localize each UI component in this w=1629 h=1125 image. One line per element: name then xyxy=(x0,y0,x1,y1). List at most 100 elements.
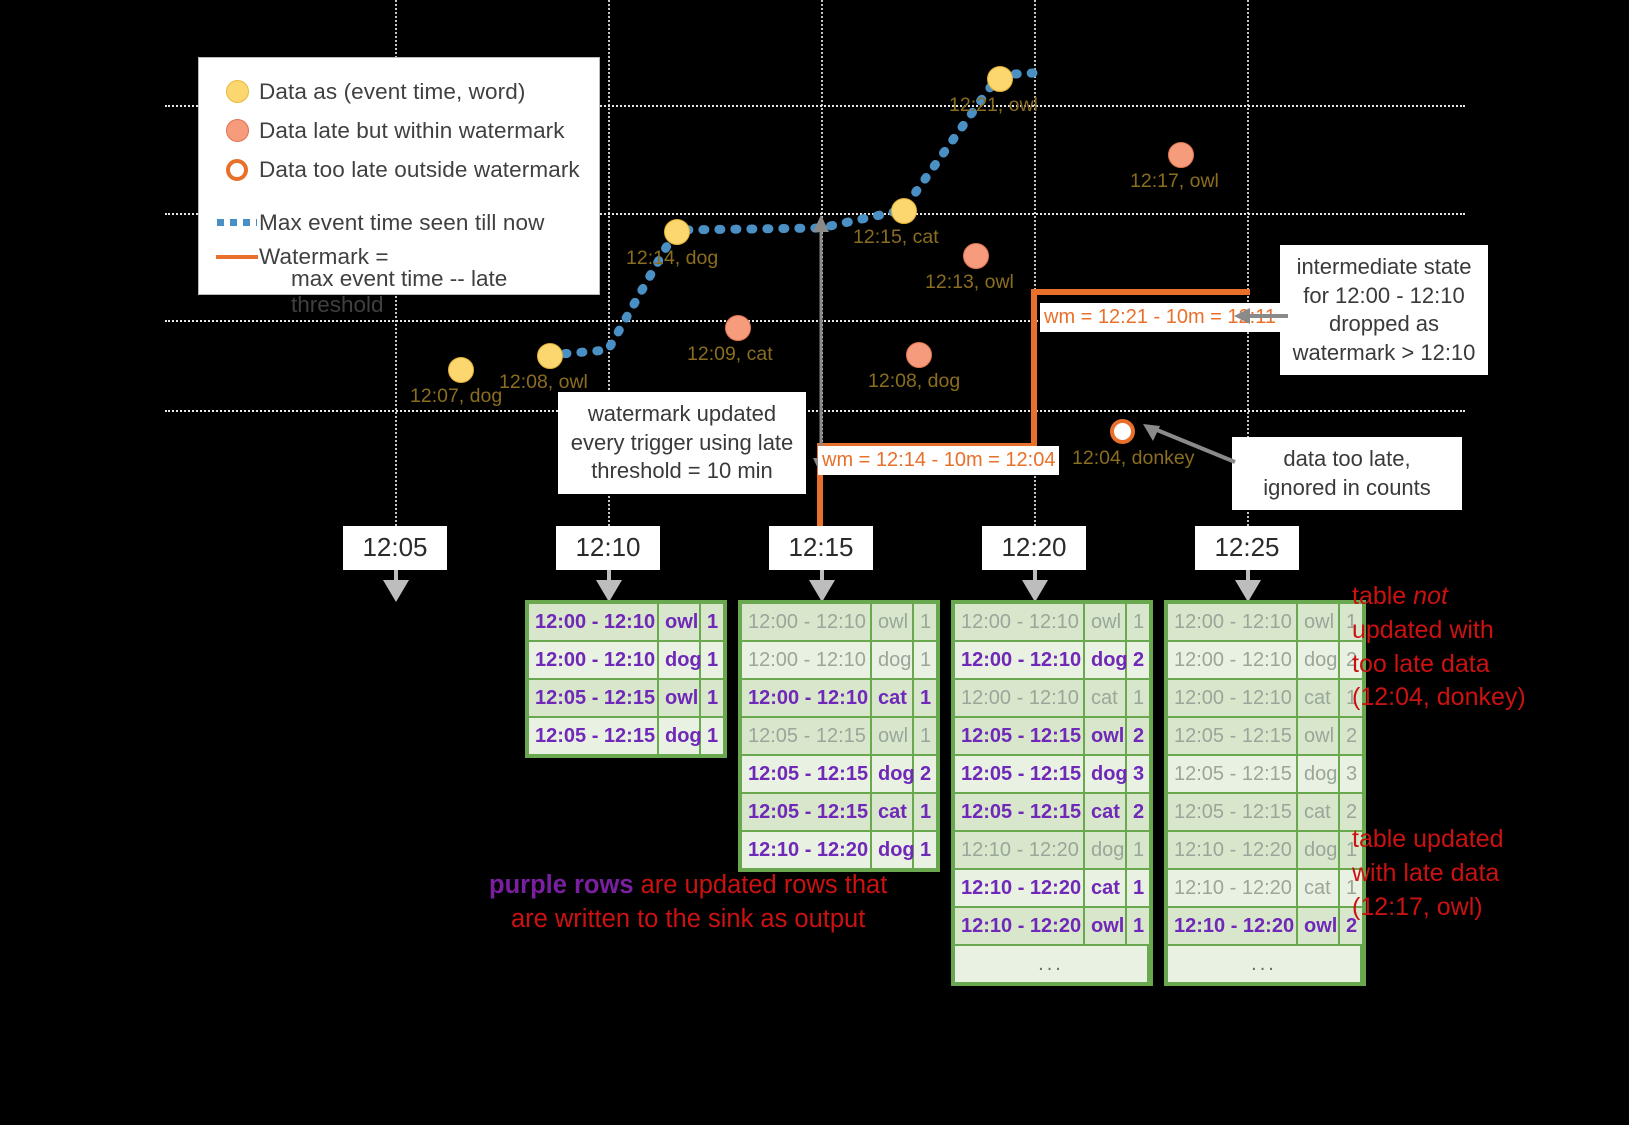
table-row: 12:00 - 12:10 dog 2 xyxy=(955,642,1149,678)
salmon-dot-icon xyxy=(215,119,259,142)
table-cell-count: 2 xyxy=(1340,642,1362,678)
legend-item: Data as (event time, word) xyxy=(215,72,583,111)
table-cell-word: owl xyxy=(659,680,699,716)
trigger-down-arrow xyxy=(383,570,409,602)
table-cell-window: 12:05 - 12:15 xyxy=(955,756,1083,792)
table-cell-word: owl xyxy=(872,718,912,754)
data-point-label: 12:21, owl xyxy=(949,94,1038,116)
table-cell-word: cat xyxy=(1298,680,1338,716)
table-cell-word: cat xyxy=(1085,870,1125,906)
data-point-label: 12:07, dog xyxy=(410,385,503,407)
data-point-label: 12:13, owl xyxy=(925,271,1014,293)
table-row: 12:00 - 12:10 owl 1 xyxy=(955,604,1149,640)
data-point-label: 12:15, cat xyxy=(853,226,939,248)
table-cell-count: 1 xyxy=(1340,870,1362,906)
result-table-12-20: 12:00 - 12:10 owl 1 12:00 - 12:10 dog 2 12:00 … xyxy=(951,600,1153,986)
table-cell-count: 2 xyxy=(1127,718,1149,754)
table-row: 12:00 - 12:10 dog 1 xyxy=(742,642,936,678)
table-row: 12:10 - 12:20 dog 1 xyxy=(742,832,936,868)
table-cell-word: owl xyxy=(1085,604,1125,640)
table-cell-word: cat xyxy=(1298,870,1338,906)
legend-item: Data late but within watermark xyxy=(215,111,583,150)
table-cell-word: cat xyxy=(872,794,912,830)
table-row: 12:10 - 12:20 cat 1 xyxy=(1168,870,1362,906)
trigger-time-chip[interactable]: 12:25 xyxy=(1195,526,1299,570)
table-cell-word: dog xyxy=(659,642,702,678)
legend-label: Data late but within watermark xyxy=(259,117,565,143)
note-updated-late: table updated with late data (12:17, owl… xyxy=(1352,825,1504,921)
table-cell-word: cat xyxy=(1085,680,1125,716)
table-cell-count: 1 xyxy=(701,680,723,716)
table-row: 12:05 - 12:15 owl 1 xyxy=(529,680,723,716)
table-cell-count: 2 xyxy=(1127,642,1149,678)
table-cell-window: 12:00 - 12:10 xyxy=(955,680,1083,716)
table-cell-word: dog xyxy=(1298,642,1338,678)
table-row: 12:00 - 12:10 owl 1 xyxy=(742,604,936,640)
table-row: 12:05 - 12:15 cat 2 xyxy=(955,794,1149,830)
table-cell-window: 12:05 - 12:15 xyxy=(529,718,657,754)
table-cell-count: 1 xyxy=(701,604,723,640)
data-too-late-callout: data too late, ignored in counts xyxy=(1232,437,1462,511)
table-cell-word: owl xyxy=(872,604,912,640)
data-point-label: 12:14, dog xyxy=(626,247,719,269)
hollow-dot-icon xyxy=(215,158,259,181)
trigger-time-chip[interactable]: 12:20 xyxy=(982,526,1086,570)
data-point-label: 12:17, owl xyxy=(1130,170,1219,192)
trigger-down-arrow xyxy=(809,570,835,602)
table-cell-window: 12:10 - 12:20 xyxy=(742,832,870,868)
table-row: 12:05 - 12:15 cat 2 xyxy=(1168,794,1362,830)
table-cell-count: 1 xyxy=(914,642,936,678)
table-cell-ellipsis: ... xyxy=(955,946,1147,982)
table-cell-window: 12:05 - 12:15 xyxy=(1168,756,1296,792)
table-row: 12:05 - 12:15 dog 3 xyxy=(1168,756,1362,792)
callout-arrow-intermediate-state xyxy=(1234,308,1288,324)
table-row: 12:00 - 12:10 dog 1 xyxy=(529,642,723,678)
data-point-ontime xyxy=(664,219,690,245)
table-row: ... xyxy=(1168,946,1362,982)
table-cell-window: 12:00 - 12:10 xyxy=(742,680,870,716)
table-cell-window: 12:05 - 12:15 xyxy=(1168,794,1296,830)
table-row: 12:10 - 12:20 dog 1 xyxy=(955,832,1149,868)
table-row: 12:10 - 12:20 cat 1 xyxy=(955,870,1149,906)
legend-label: Watermark = xyxy=(259,244,389,269)
table-cell-word: dog xyxy=(1085,756,1128,792)
table-row: 12:00 - 12:10 owl 1 xyxy=(529,604,723,640)
data-point-label: 12:09, cat xyxy=(687,343,773,365)
table-cell-count: 2 xyxy=(914,756,936,792)
table-row: 12:05 - 12:15 owl 2 xyxy=(955,718,1149,754)
table-row: 12:10 - 12:20 owl 2 xyxy=(1168,908,1362,944)
table-cell-count: 1 xyxy=(914,718,936,754)
table-row: 12:10 - 12:20 dog 1 xyxy=(1168,832,1362,868)
table-cell-count: 1 xyxy=(1340,680,1362,716)
trigger-time-chip[interactable]: 12:10 xyxy=(556,526,660,570)
trigger-time-chip[interactable]: 12:15 xyxy=(769,526,873,570)
table-cell-window: 12:05 - 12:15 xyxy=(1168,718,1296,754)
table-cell-window: 12:00 - 12:10 xyxy=(529,604,657,640)
purple-rows-note-line1: are updated rows that xyxy=(633,871,888,899)
legend-item: Data too late outside watermark xyxy=(215,150,583,189)
table-cell-word: dog xyxy=(1298,832,1338,868)
table-cell-count: 2 xyxy=(1340,718,1362,754)
table-cell-word: dog xyxy=(1085,642,1128,678)
table-row: 12:05 - 12:15 owl 1 xyxy=(742,718,936,754)
table-cell-window: 12:00 - 12:10 xyxy=(955,604,1083,640)
trigger-down-arrow xyxy=(1235,570,1261,602)
table-cell-count: 2 xyxy=(1127,794,1149,830)
table-cell-window: 12:05 - 12:15 xyxy=(742,794,870,830)
table-cell-word: owl xyxy=(1085,908,1125,944)
table-cell-window: 12:05 - 12:15 xyxy=(742,756,870,792)
table-cell-count: 2 xyxy=(1340,908,1362,944)
result-table-12-25: 12:00 - 12:10 owl 1 12:00 - 12:10 dog 2 12:00 … xyxy=(1164,600,1366,986)
table-cell-word: dog xyxy=(872,642,912,678)
table-cell-word: owl xyxy=(1298,908,1338,944)
data-point-late xyxy=(963,243,989,269)
table-cell-ellipsis: ... xyxy=(1168,946,1360,982)
trigger-time-chip[interactable]: 12:05 xyxy=(343,526,447,570)
table-cell-window: 12:00 - 12:10 xyxy=(1168,642,1296,678)
table-cell-word: cat xyxy=(872,680,912,716)
table-cell-window: 12:00 - 12:10 xyxy=(529,642,657,678)
table-cell-window: 12:00 - 12:10 xyxy=(742,604,870,640)
table-cell-window: 12:10 - 12:20 xyxy=(955,832,1083,868)
table-cell-count: 3 xyxy=(1127,756,1149,792)
table-cell-count: 1 xyxy=(1340,604,1362,640)
